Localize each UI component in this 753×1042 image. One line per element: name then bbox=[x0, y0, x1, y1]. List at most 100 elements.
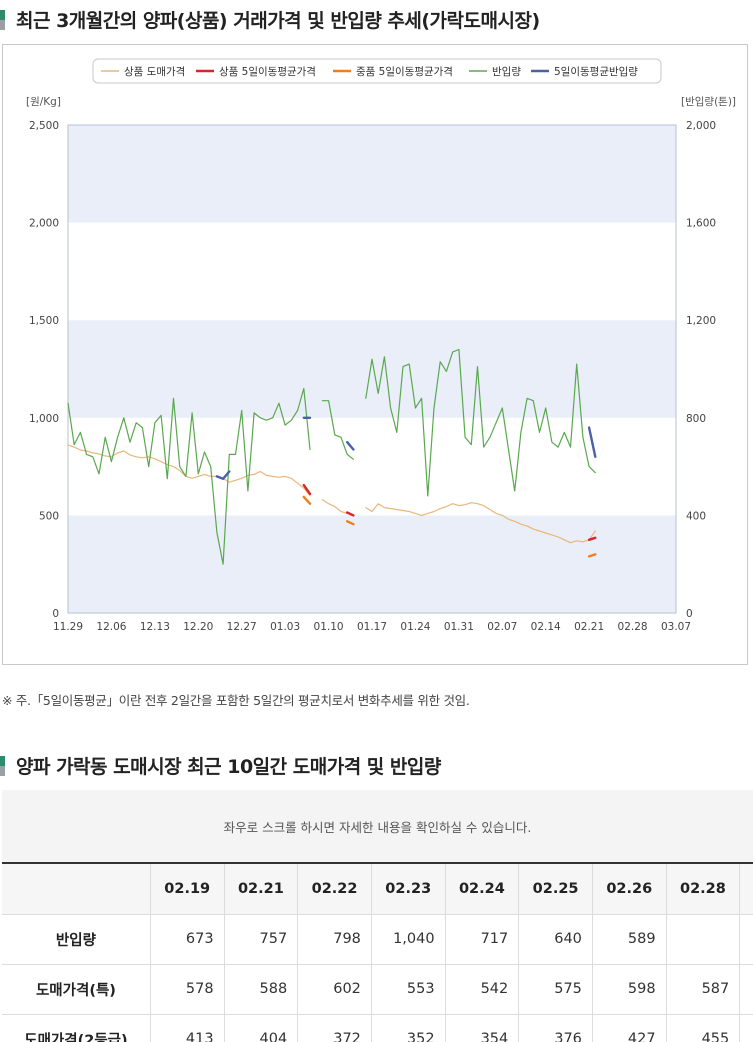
table-row: 도매가격(2등급) 413 404 372 352 354 376 427 455 bbox=[2, 1014, 753, 1042]
x-tick-label: 12.06 bbox=[96, 621, 126, 633]
left-tick-label: 2,000 bbox=[29, 218, 59, 230]
x-tick-label: 01.24 bbox=[400, 621, 430, 633]
price-table-scroll-container[interactable]: 좌우로 스크롤 하시면 자세한 내용을 확인하실 수 있습니다. 02.19 02… bbox=[2, 790, 753, 1042]
title-marker bbox=[0, 9, 5, 30]
series-line bbox=[302, 483, 597, 541]
legend-label: 반입량 bbox=[492, 65, 521, 78]
price-volume-table: 02.19 02.21 02.22 02.23 02.24 02.25 02.26 02.28… bbox=[2, 864, 753, 1042]
grid-band bbox=[68, 320, 676, 418]
table-corner-cell bbox=[2, 864, 151, 915]
table-cell: 673 bbox=[150, 914, 225, 965]
chart-svg: 상품 도매가격 상품 5일이동평균가격 중품 5일이동평균가격 반입량 5일이동평균반입… bbox=[26, 58, 736, 633]
date-header: 02.28 bbox=[666, 864, 741, 915]
table-cell: 575 bbox=[518, 964, 593, 1015]
date-header: 02.23 bbox=[371, 864, 446, 915]
series-line bbox=[67, 348, 596, 565]
table-cell: 553 bbox=[371, 964, 446, 1015]
row-label: 도매가격(2등급) bbox=[2, 1014, 151, 1042]
table-cell: 598 bbox=[592, 964, 667, 1015]
row-label: 반입량 bbox=[2, 914, 151, 965]
legend-label: 상품 5일이동평균가격 bbox=[219, 65, 316, 78]
table-cell: 798 bbox=[297, 914, 372, 965]
grid-band bbox=[68, 125, 676, 223]
date-header: 03.0 bbox=[739, 864, 753, 915]
table-cell: 757 bbox=[224, 914, 299, 965]
series-line bbox=[215, 416, 597, 480]
grid-band bbox=[68, 515, 676, 613]
table-row: 반입량 673 757 798 1,040 717 640 589 bbox=[2, 914, 753, 965]
x-tick-label: 02.21 bbox=[574, 621, 604, 633]
table-title: 양파 가락동 도매시장 최근 10일간 도매가격 및 반입량 bbox=[16, 756, 441, 778]
table-cell: 352 bbox=[371, 1014, 446, 1042]
chart-legend: 상품 도매가격 상품 5일이동평균가격 중품 5일이동평균가격 반입량 5일이동평균반입… bbox=[92, 58, 662, 84]
table-cell: 376 bbox=[518, 1014, 593, 1042]
x-tick-label: 03.07 bbox=[661, 621, 691, 633]
grid-band bbox=[68, 417, 676, 516]
right-tick-label: 1,200 bbox=[686, 315, 716, 327]
left-tick-label: 1,000 bbox=[29, 413, 59, 425]
date-header: 02.26 bbox=[592, 864, 667, 915]
table-header-row: 02.19 02.21 02.22 02.23 02.24 02.25 02.26 02.28… bbox=[2, 864, 753, 915]
table-cell: 413 bbox=[150, 1014, 225, 1042]
date-header: 02.24 bbox=[445, 864, 520, 915]
right-tick-label: 2,000 bbox=[686, 120, 716, 132]
date-header: 02.21 bbox=[224, 864, 299, 915]
x-tick-label: 02.14 bbox=[531, 621, 561, 633]
x-tick-label: 02.28 bbox=[618, 621, 648, 633]
price-volume-chart: 상품 도매가격 상품 5일이동평균가격 중품 5일이동평균가격 반입량 5일이동평균반입… bbox=[2, 44, 748, 665]
title-marker bbox=[0, 755, 5, 776]
legend-box bbox=[92, 58, 662, 84]
right-tick-label: 800 bbox=[686, 413, 706, 425]
left-tick-label: 0 bbox=[52, 608, 59, 620]
row-label: 도매가격(특) bbox=[2, 964, 151, 1015]
x-tick-label: 01.31 bbox=[444, 621, 474, 633]
x-tick-label: 11.29 bbox=[53, 621, 83, 633]
legend-label: 중품 5일이동평균가격 bbox=[356, 65, 453, 78]
left-tick-label: 2,500 bbox=[29, 120, 59, 132]
plot-border bbox=[67, 124, 677, 614]
table-cell: 354 bbox=[445, 1014, 520, 1042]
legend-label: 상품 도매가격 bbox=[124, 65, 185, 78]
date-header: 02.19 bbox=[150, 864, 225, 915]
right-tick-label: 400 bbox=[686, 510, 706, 522]
scroll-hint: 좌우로 스크롤 하시면 자세한 내용을 확인하실 수 있습니다. bbox=[2, 790, 753, 864]
x-tick-label: 12.13 bbox=[140, 621, 170, 633]
table-cell: 588 bbox=[224, 964, 299, 1015]
date-header: 02.25 bbox=[518, 864, 593, 915]
grid-band bbox=[68, 222, 676, 321]
table-cell: 587 bbox=[666, 964, 741, 1015]
x-tick-label: 02.07 bbox=[487, 621, 517, 633]
left-tick-label: 1,500 bbox=[29, 315, 59, 327]
chart-title: 최근 3개월간의 양파(상품) 거래가격 및 반입량 추세(가락도매시장) bbox=[16, 10, 540, 32]
right-tick-label: 0 bbox=[686, 608, 693, 620]
table-cell: 640 bbox=[518, 914, 593, 965]
table-cell bbox=[739, 914, 753, 965]
chart-section-title: 최근 3개월간의 양파(상품) 거래가격 및 반입량 추세(가락도매시장) bbox=[0, 6, 540, 33]
table-cell: 1,040 bbox=[371, 914, 446, 965]
table-cell: 427 bbox=[592, 1014, 667, 1042]
x-tick-label: 12.20 bbox=[183, 621, 213, 633]
table-cell: 602 bbox=[297, 964, 372, 1015]
table-row: 도매가격(특) 578 588 602 553 542 575 598 587 bbox=[2, 964, 753, 1015]
x-tick-label: 01.17 bbox=[357, 621, 387, 633]
table-cell: 542 bbox=[445, 964, 520, 1015]
table-cell: 404 bbox=[224, 1014, 299, 1042]
table-cell: 455 bbox=[666, 1014, 741, 1042]
table-cell bbox=[739, 964, 753, 1015]
x-tick-label: 12.27 bbox=[227, 621, 257, 633]
table-section-title: 양파 가락동 도매시장 최근 10일간 도매가격 및 반입량 bbox=[0, 752, 441, 779]
table-cell bbox=[666, 914, 741, 965]
legend-label: 5일이동평균반입량 bbox=[554, 65, 638, 78]
left-axis-label: [원/Kg] bbox=[26, 96, 61, 108]
table-cell: 717 bbox=[445, 914, 520, 965]
series-line bbox=[302, 495, 597, 558]
table-cell bbox=[739, 1014, 753, 1042]
table-cell: 578 bbox=[150, 964, 225, 1015]
left-tick-label: 500 bbox=[39, 510, 59, 522]
x-tick-label: 01.03 bbox=[270, 621, 300, 633]
table-cell: 589 bbox=[592, 914, 667, 965]
chart-plot-area: [원/Kg] [반입량(톤)] 0 500 1,000 1,500 2,000 2,500 0 4… bbox=[26, 95, 736, 633]
date-header: 02.22 bbox=[297, 864, 372, 915]
table-cell: 372 bbox=[297, 1014, 372, 1042]
x-tick-label: 01.10 bbox=[314, 621, 344, 633]
